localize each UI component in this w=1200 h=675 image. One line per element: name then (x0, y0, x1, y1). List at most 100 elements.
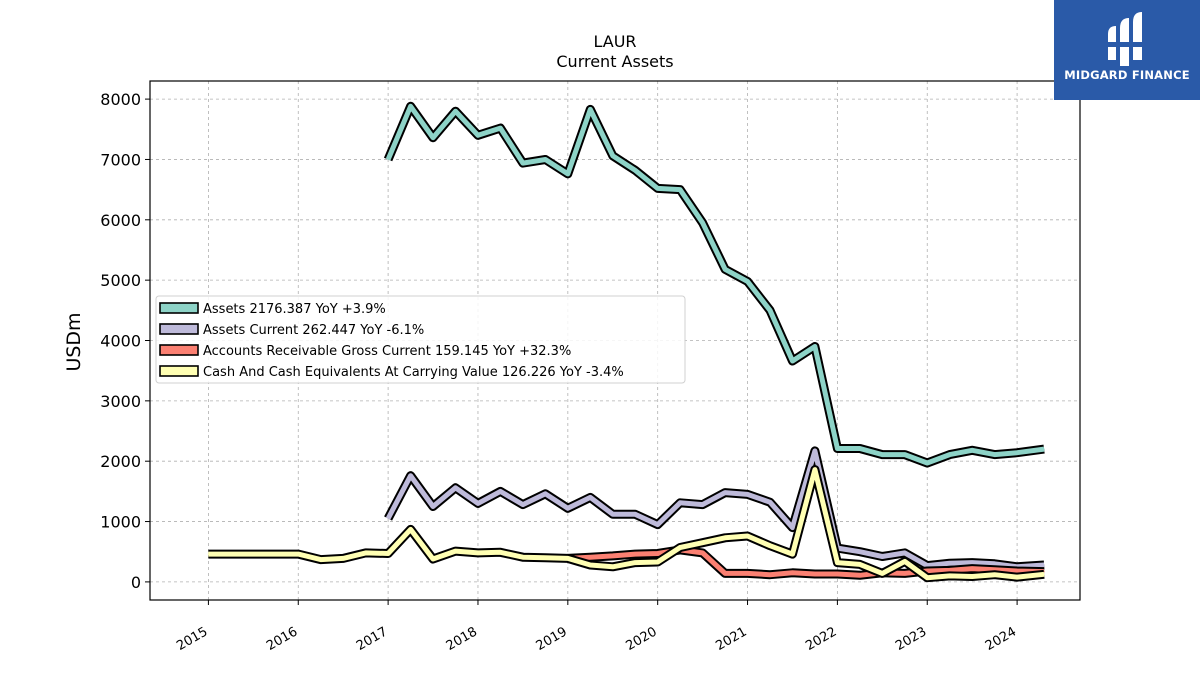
y-axis-label: USDm (63, 312, 85, 371)
series-3-point-9 (454, 550, 457, 552)
series-3-point-12 (522, 556, 524, 558)
series-1-point-29 (1043, 564, 1045, 566)
series-3-point-2 (297, 553, 299, 555)
series-1-point-21 (859, 551, 861, 553)
series-2-point-19 (994, 569, 996, 571)
legend-swatch (159, 302, 199, 314)
series-1-point-0 (387, 517, 389, 520)
series-1-point-17 (769, 501, 771, 503)
series-3-point-14 (567, 557, 569, 560)
series-3-point-7 (410, 528, 412, 531)
series-3-point-35 (1043, 573, 1045, 575)
series-2-point-8 (746, 572, 749, 575)
series-3-point-32 (971, 575, 973, 578)
chart-title: LAUR (593, 32, 636, 51)
series-0-point-8 (567, 173, 569, 175)
series-2-point-12 (836, 573, 839, 575)
series-1-point-9 (589, 496, 591, 498)
series-0-point-29 (1043, 448, 1045, 450)
series-3-point-26 (836, 562, 839, 564)
series-2-point-7 (724, 572, 726, 575)
series-3-point-31 (949, 575, 951, 577)
legend: Assets 2176.387 YoY +3.9% Assets Current … (155, 295, 686, 384)
y-tick-label: 3000 (100, 392, 141, 411)
series-1-point-24 (926, 565, 928, 567)
series-2-point-10 (791, 572, 794, 574)
series-0-point-1 (410, 105, 412, 107)
y-tick-label: 4000 (100, 332, 141, 351)
y-tick-label: 1000 (100, 513, 141, 532)
series-0-point-21 (859, 447, 861, 450)
series-1-point-15 (724, 492, 726, 494)
series-1-point-19 (814, 450, 816, 452)
series-3-point-0 (207, 553, 209, 555)
series-3-point-28 (881, 572, 883, 575)
series-3-point-27 (859, 563, 861, 566)
series-1-point-23 (904, 552, 906, 554)
series-0-point-24 (926, 462, 928, 464)
series-1-point-6 (522, 504, 524, 506)
series-3-point-23 (769, 545, 771, 547)
midgard-finance-logo: MIDGARD FINANCE (1054, 0, 1200, 100)
series-1-point-11 (634, 513, 636, 515)
series-3-point-15 (589, 564, 591, 566)
series-3-point-30 (926, 577, 928, 579)
series-0-point-5 (499, 127, 501, 129)
legend-label: Assets Current 262.447 YoY -6.1% (203, 323, 424, 338)
series-2-point-9 (769, 574, 771, 576)
series-2-point-17 (949, 569, 951, 572)
series-3-point-13 (544, 557, 547, 559)
series-0-point-13 (679, 189, 681, 191)
series-3-point-24 (791, 553, 794, 555)
series-0-point-10 (612, 155, 614, 157)
y-tick-label: 7000 (100, 150, 141, 169)
series-1-line (385, 448, 1045, 570)
y-tick-label: 6000 (100, 211, 141, 230)
y-tick-label: 8000 (100, 90, 141, 109)
legend-label: Assets 2176.387 YoY +3.9% (203, 302, 386, 317)
series-2-point-11 (814, 573, 816, 575)
series-2-point-3 (634, 553, 636, 555)
series-2-point-20 (1016, 570, 1018, 572)
series-3-point-33 (994, 574, 996, 576)
series-2-point-18 (971, 568, 973, 570)
series-3-point-29 (904, 560, 906, 563)
series-0-point-2 (432, 137, 434, 139)
midgard-logo-icon (1106, 12, 1148, 66)
series-0-point-20 (836, 447, 839, 450)
series-1-point-7 (544, 493, 547, 495)
series-1-point-25 (949, 562, 951, 564)
series-1-point-2 (432, 505, 434, 508)
series-1-point-18 (791, 527, 794, 529)
series-3-point-17 (634, 562, 636, 564)
series-1-point-13 (679, 502, 681, 504)
series-0-line (385, 103, 1045, 466)
series-1-point-12 (657, 524, 659, 526)
series-3-point-20 (702, 542, 704, 544)
y-tick-label: 5000 (100, 271, 141, 290)
series-3-line (208, 467, 1045, 581)
series-3-point-21 (724, 537, 726, 539)
series-3-point-8 (432, 558, 434, 560)
series-3-point-3 (320, 559, 322, 561)
legend-swatch (159, 323, 199, 335)
series-2-point-4 (657, 552, 659, 555)
series-3-point-6 (387, 552, 389, 555)
y-tick-label: 2000 (100, 452, 141, 471)
series-2-point-2 (612, 555, 614, 557)
series-0-point-18 (791, 360, 794, 362)
series-1-point-26 (971, 562, 973, 564)
series-0-point-26 (971, 449, 973, 451)
series-0-point-6 (522, 162, 524, 164)
series-2-point-16 (926, 570, 928, 572)
series-2-point-15 (904, 572, 906, 575)
series-2-line (567, 547, 1045, 578)
series-3-point-19 (679, 546, 681, 549)
series-1-point-4 (477, 502, 479, 504)
series-3-point-10 (477, 552, 479, 554)
series-0-point-11 (634, 169, 636, 171)
series-0-point-3 (454, 110, 457, 112)
series-0-point-0 (387, 158, 389, 161)
series-0-point-17 (769, 309, 771, 311)
